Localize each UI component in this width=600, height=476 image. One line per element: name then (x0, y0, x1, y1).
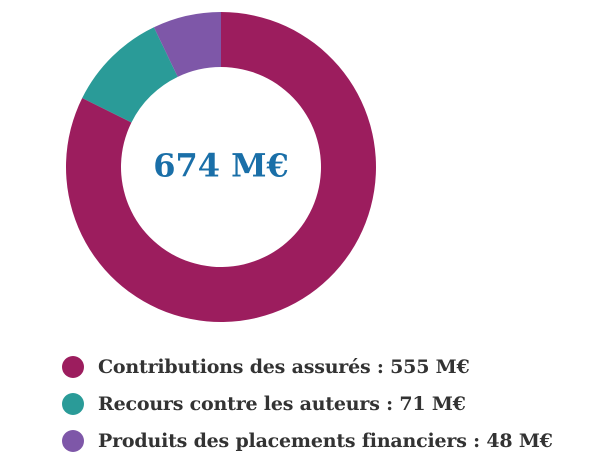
legend-item-contributions: Contributions des assurés : 555 M€ (62, 348, 553, 385)
legend: Contributions des assurés : 555 M€ Recou… (62, 348, 553, 459)
legend-label-produits: Produits des placements financiers : 48 … (98, 429, 553, 452)
legend-item-recours: Recours contre les auteurs : 71 M€ (62, 385, 553, 422)
legend-label-recours: Recours contre les auteurs : 71 M€ (98, 392, 466, 415)
donut-slices (66, 12, 376, 322)
legend-item-produits: Produits des placements financiers : 48 … (62, 422, 553, 459)
legend-swatch-contributions (62, 355, 84, 378)
donut-slice-1 (66, 12, 376, 322)
donut-chart: 674 M€ (66, 12, 376, 322)
legend-swatch-recours (62, 392, 84, 415)
donut-slice-2 (82, 27, 178, 123)
legend-swatch-produits (62, 429, 84, 452)
legend-label-contributions: Contributions des assurés : 555 M€ (98, 355, 470, 378)
total-value-label: 674 M€ (153, 147, 289, 185)
donut-slice-3 (153, 12, 221, 77)
